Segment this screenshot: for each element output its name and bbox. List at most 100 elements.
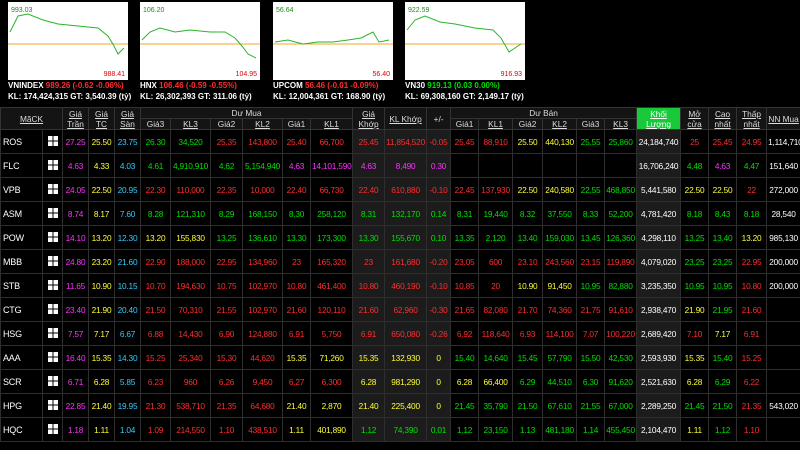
index-panel: 922.59 916.93 VN30 919.13 (0.03 0.00%) KL: … xyxy=(405,2,527,102)
cell: 27.25 xyxy=(62,129,89,154)
cell: 118,640 xyxy=(478,321,514,346)
cell: 440,130 xyxy=(542,129,578,154)
cell: 22.55 xyxy=(576,177,606,202)
sub-header: KL1 xyxy=(309,118,354,130)
cell: 6.29 xyxy=(512,369,544,394)
cell: 10.85 xyxy=(450,273,480,298)
cell: 7.17 xyxy=(708,321,738,346)
cell: 0.10 xyxy=(426,225,452,250)
gt-value: 168.90 xyxy=(345,92,371,101)
sub-header: KL2 xyxy=(542,118,578,130)
cell: 8.29 xyxy=(210,201,243,226)
cell: 10.95 xyxy=(680,273,710,298)
cell: 5.85 xyxy=(114,369,141,394)
cell: 10.80 xyxy=(352,273,386,298)
cell: 960 xyxy=(170,369,211,394)
icon-square xyxy=(53,279,58,284)
cell: 538,710 xyxy=(170,393,211,418)
cell: 6.67 xyxy=(114,321,141,346)
cell xyxy=(766,297,800,322)
cell: 13.30 xyxy=(282,225,311,250)
cell: 23.15 xyxy=(576,249,606,274)
cell: 6.28 xyxy=(450,369,480,394)
cell xyxy=(542,153,578,178)
cell: 23 xyxy=(352,249,386,274)
cell: 13.30 xyxy=(352,225,386,250)
cell: 438,510 xyxy=(242,417,283,442)
cell: 91,610 xyxy=(604,297,638,322)
index-name: VNINDEX xyxy=(8,81,44,90)
column-header: Giá TC xyxy=(88,107,115,130)
cell: 650,080 xyxy=(384,321,428,346)
cell: 6.29 xyxy=(708,369,738,394)
cell: 12.30 xyxy=(114,225,141,250)
icon-square xyxy=(47,309,52,314)
icon-square xyxy=(53,183,58,188)
icon-square xyxy=(53,303,58,308)
cell: 1.09 xyxy=(140,417,171,442)
cell: 24.80 xyxy=(62,249,89,274)
cell: 25,340 xyxy=(170,345,211,370)
cell: 25.40 xyxy=(282,129,311,154)
grid-icon xyxy=(47,351,58,362)
cell: 6.22 xyxy=(736,369,768,394)
cell: 21.50 xyxy=(708,393,738,418)
cell: 23,150 xyxy=(478,417,514,442)
sub-header: Giá3 xyxy=(140,118,171,130)
cell: 23.40 xyxy=(62,297,89,322)
cell: 22.50 xyxy=(708,177,738,202)
cell: 5,441,580 xyxy=(636,177,682,202)
grid-icon xyxy=(47,207,58,218)
stock-row: MBB 24.80 23.20 21.60 22.90 188,000 22.95 134,9… xyxy=(0,249,800,274)
index-title: HNX 106.46 (-0.59 -0.55%) xyxy=(140,80,262,91)
icon-square xyxy=(47,237,52,242)
cell xyxy=(576,153,606,178)
cell: 126,360 xyxy=(604,225,638,250)
gt-label: GT: xyxy=(330,92,344,101)
cell: 20.40 xyxy=(114,297,141,322)
cell: 0 xyxy=(426,369,452,394)
icon-square xyxy=(47,279,52,284)
cell: 1.11 xyxy=(282,417,311,442)
stock-row: STB 11.65 10.90 10.15 10.70 194,630 10.75 102,9… xyxy=(0,273,800,298)
cell: 25 xyxy=(680,129,710,154)
board-header: MãCK Giá Trần Giá TC Giá Sàn Dư Mua Giá Khớp K… xyxy=(0,107,800,130)
gt-unit: (tỷ) xyxy=(511,92,524,101)
gt-unit: (tỷ) xyxy=(372,92,386,101)
cell: 21.65 xyxy=(450,297,480,322)
index-panel: 56.64 56.40 UPCOM 56.46 (-0.01 -0.09%) KL: … xyxy=(273,2,395,102)
cell: 2,870 xyxy=(309,393,354,418)
cell: 20 xyxy=(478,273,514,298)
cell: 21.45 xyxy=(450,393,480,418)
cell: 2,593,930 xyxy=(636,345,682,370)
grid-icon-cell xyxy=(42,345,63,370)
cell: 8.43 xyxy=(708,201,738,226)
cell: 10.90 xyxy=(512,273,544,298)
cell: 21.40 xyxy=(352,393,386,418)
cell: 13.35 xyxy=(450,225,480,250)
cell: 258,120 xyxy=(309,201,354,226)
cell: 67,610 xyxy=(542,393,578,418)
gt-unit: (tỷ) xyxy=(239,92,252,101)
icon-square xyxy=(53,213,58,218)
cell: 6.23 xyxy=(140,369,171,394)
cell: 5,154,940 xyxy=(242,153,283,178)
cell: 14,101,590 xyxy=(309,153,354,178)
grid-icon-cell xyxy=(42,177,63,202)
cell: 2,104,470 xyxy=(636,417,682,442)
grid-icon xyxy=(47,135,58,146)
grid-icon xyxy=(47,231,58,242)
index-panel: 106.20 104.95 HNX 106.46 (-0.59 -0.55%) KL:… xyxy=(140,2,262,102)
icon-square xyxy=(47,399,52,404)
cell: 1,114,710 xyxy=(766,129,800,154)
icon-square xyxy=(53,381,58,386)
index-name: UPCOM xyxy=(273,81,303,90)
cell: 8.74 xyxy=(62,201,89,226)
cell: 21.35 xyxy=(736,393,768,418)
cell: 35,790 xyxy=(478,393,514,418)
index-panel: 993.03 988.41 VNINDEX 989.26 (-0.62 -0.06%… xyxy=(8,2,131,102)
cell: 188,000 xyxy=(170,249,211,274)
cell: 10.95 xyxy=(708,273,738,298)
cell: 44,510 xyxy=(542,369,578,394)
cell: 4.47 xyxy=(736,153,768,178)
